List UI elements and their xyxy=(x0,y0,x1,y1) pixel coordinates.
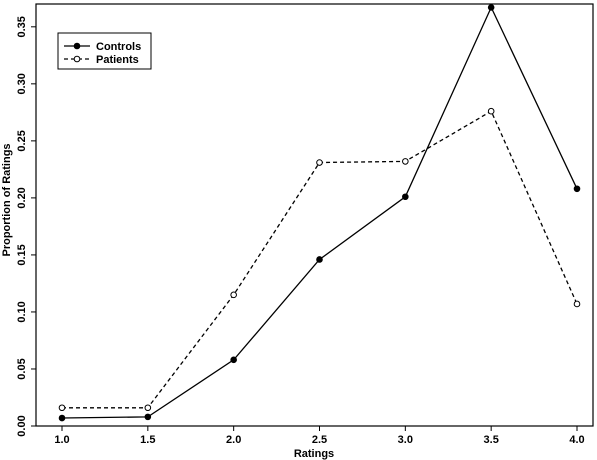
legend-label-controls: Controls xyxy=(96,41,141,53)
plot-frame xyxy=(35,3,594,427)
series-layer xyxy=(58,4,581,422)
data-point-patients xyxy=(487,107,495,115)
x-tick-label: 2.0 xyxy=(226,434,241,446)
data-point-controls xyxy=(402,193,409,201)
y-tick-label: 0.25 xyxy=(16,130,28,151)
y-tick-label: 0.35 xyxy=(16,16,28,37)
legend-label-patients: Patients xyxy=(96,54,139,66)
x-tick-label: 1.0 xyxy=(54,434,69,446)
data-point-patients xyxy=(316,159,323,166)
y-tick-label: 0.20 xyxy=(16,187,28,208)
x-tick-label: 3.0 xyxy=(398,434,413,446)
x-tick-label: 2.5 xyxy=(312,434,327,446)
x-tick-label: 3.5 xyxy=(484,434,499,446)
data-point-patients xyxy=(144,404,152,412)
data-point-patients xyxy=(230,291,237,299)
data-point-controls xyxy=(144,413,152,421)
legend-box xyxy=(57,32,152,70)
y-tick-label: 0.10 xyxy=(16,301,28,322)
legend: Controls Patients xyxy=(57,32,152,70)
x-tick-label: 4.0 xyxy=(569,434,584,446)
y-tick-label: 0.00 xyxy=(16,415,28,436)
data-point-controls xyxy=(573,185,581,193)
x-tick-label: 1.5 xyxy=(140,434,155,446)
data-point-controls xyxy=(316,256,323,263)
data-point-controls xyxy=(58,414,66,422)
y-tick-label: 0.05 xyxy=(16,358,28,379)
y-axis: 0.00 0.05 0.10 0.15 0.20 0.25 0.30 0.35 xyxy=(16,16,36,437)
y-tick-label: 0.15 xyxy=(16,244,28,265)
data-point-controls xyxy=(230,356,237,364)
legend-marker-controls xyxy=(73,42,81,50)
data-point-patients xyxy=(573,300,581,308)
y-axis-title: Proportion of Ratings xyxy=(1,143,13,256)
x-axis: 1.0 1.5 2.0 2.5 3.0 3.5 4.0 xyxy=(54,426,585,446)
y-tick-label: 0.30 xyxy=(16,73,28,94)
x-axis-title: Ratings xyxy=(294,448,334,460)
data-point-controls xyxy=(487,4,495,11)
data-point-patients xyxy=(402,158,409,165)
data-point-patients xyxy=(58,404,66,412)
legend-marker-patients xyxy=(73,55,81,63)
